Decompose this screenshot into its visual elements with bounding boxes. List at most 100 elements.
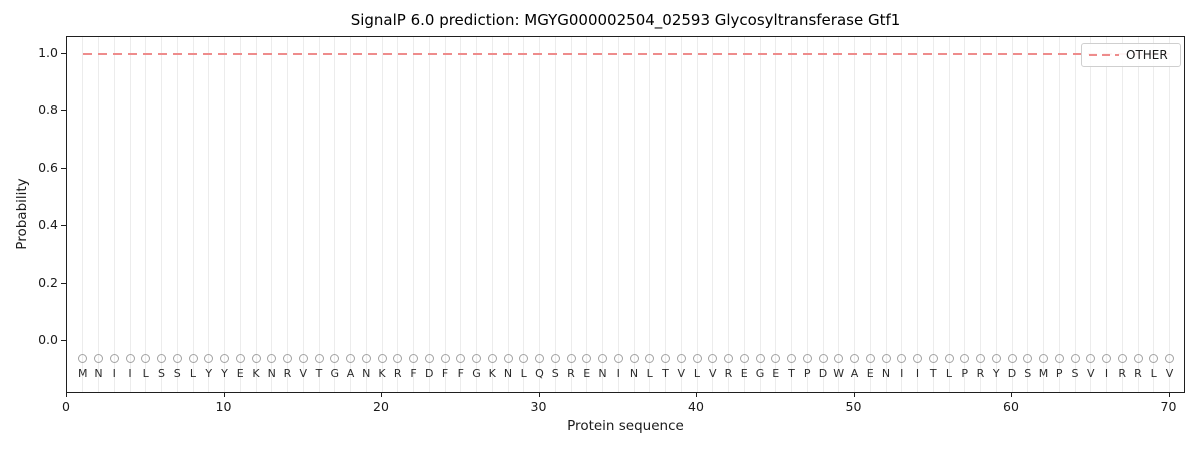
gridline	[775, 37, 777, 392]
gridline	[224, 37, 225, 392]
gridline	[570, 37, 572, 392]
residue-letter: N	[598, 367, 607, 380]
residue-letter: F	[441, 367, 449, 380]
x-tick-label: 70	[1160, 399, 1177, 414]
residue-letter: W	[833, 367, 845, 380]
residue-circle-marker	[267, 353, 277, 363]
residue-letter: R	[283, 367, 292, 380]
y-tick-mark	[61, 340, 66, 341]
x-tick-mark	[538, 393, 540, 397]
y-axis-label: Probability	[14, 178, 30, 250]
y-tick-mark	[61, 167, 66, 169]
y-tick-mark	[61, 225, 66, 227]
residue-circle-marker	[944, 353, 954, 363]
residue-circle-marker	[818, 353, 828, 363]
gridline	[854, 37, 855, 392]
gridline	[1058, 37, 1060, 392]
residue-circle-marker	[661, 353, 670, 363]
gridline	[633, 37, 635, 392]
residue-letter: S	[173, 367, 181, 380]
gridline	[539, 37, 540, 392]
gridline	[1090, 37, 1092, 392]
residue-circle-marker	[739, 353, 749, 363]
residue-circle-marker	[881, 353, 891, 363]
gridline	[680, 37, 682, 392]
gridline	[1121, 37, 1123, 392]
residue-circle-marker	[645, 353, 655, 363]
residue-letter: G	[330, 367, 340, 380]
gridline	[381, 37, 383, 392]
residue-circle-marker	[566, 353, 576, 363]
gridline	[255, 37, 257, 392]
gridline	[728, 37, 729, 392]
residue-circle-marker	[409, 353, 418, 363]
residue-letter: D	[818, 367, 828, 380]
gridline	[838, 37, 840, 392]
gridline	[602, 37, 603, 392]
residue-circle-marker	[834, 353, 844, 363]
residue-letter: I	[128, 367, 132, 380]
y-tick-label: 0.6	[38, 159, 58, 175]
residue-circle-marker	[1023, 353, 1033, 363]
legend: OTHER	[1081, 43, 1181, 67]
residue-circle-marker	[1117, 353, 1127, 363]
residue-letter: E	[236, 367, 244, 380]
residue-circle-marker	[487, 353, 497, 363]
residue-circle-marker	[361, 353, 371, 363]
residue-letter: E	[583, 367, 591, 380]
gridline	[82, 37, 84, 392]
x-tick-mark	[853, 393, 855, 397]
residue-circle-marker	[802, 353, 812, 363]
gridline	[523, 37, 525, 392]
residue-letter: P	[1055, 367, 1063, 380]
x-tick-label: 0	[62, 399, 70, 414]
residue-letter: N	[362, 367, 371, 380]
residue-letter: P	[961, 367, 969, 380]
residue-letter: G	[755, 367, 765, 380]
gridline	[1106, 37, 1107, 392]
gridline	[1153, 37, 1155, 392]
residue-letter: L	[693, 367, 701, 380]
residue-circle-marker	[251, 353, 261, 363]
gridline	[917, 37, 918, 392]
residue-circle-marker	[1165, 353, 1174, 363]
residue-circle-marker	[1007, 353, 1017, 363]
gridline	[208, 37, 210, 392]
residue-circle-marker	[976, 353, 985, 363]
gridline	[507, 37, 509, 392]
gridline	[901, 37, 903, 392]
gridline	[287, 37, 288, 392]
residue-circle-marker	[393, 353, 403, 363]
residue-letter: S	[1024, 367, 1032, 380]
y-tick-label: 0.2	[38, 274, 58, 290]
residue-letter: K	[252, 367, 260, 380]
x-tick-label: 50	[845, 399, 862, 414]
residue-letter: N	[629, 367, 639, 380]
chart-title: SignalP 6.0 prediction: MGYG000002504_02…	[350, 11, 901, 29]
y-tick-label: 0.0	[38, 332, 58, 347]
residue-circle-marker	[235, 353, 245, 363]
residue-letter: I	[112, 367, 116, 380]
residue-letter: V	[708, 367, 717, 380]
gridline	[586, 37, 588, 392]
gridline	[791, 37, 792, 392]
residue-letter: M	[78, 367, 88, 380]
residue-letter: R	[393, 367, 402, 380]
residue-letter: L	[520, 367, 527, 380]
x-tick-label: 20	[373, 399, 389, 414]
residue-circle-marker	[424, 353, 434, 363]
gridline	[743, 37, 745, 392]
residue-circle-marker	[503, 353, 513, 363]
x-tick-mark	[66, 393, 67, 397]
gridline	[302, 37, 304, 392]
residue-letter: D	[425, 367, 434, 380]
gridline	[822, 37, 824, 392]
residue-circle-marker	[755, 353, 765, 363]
residue-circle-marker	[472, 353, 481, 363]
residue-circle-marker	[865, 353, 875, 363]
residue-letter: S	[158, 367, 165, 380]
residue-letter: V	[1086, 367, 1095, 380]
residue-letter: L	[646, 367, 653, 380]
residue-circle-marker	[1054, 353, 1064, 363]
